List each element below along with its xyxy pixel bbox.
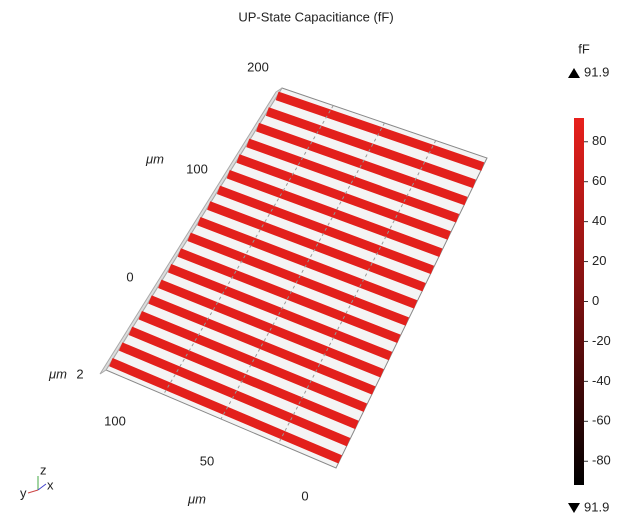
y-tick-label: 0 xyxy=(126,269,133,284)
colorbar-tick-label: 20 xyxy=(592,253,606,268)
x-tick-label: 100 xyxy=(104,413,126,428)
x-axis-unit: μm xyxy=(187,491,206,506)
colorbar-tick-label: -40 xyxy=(592,373,611,388)
colorbar-tick-label: 40 xyxy=(592,213,606,228)
colorbar-max: 91.9 xyxy=(584,64,609,79)
max-arrow xyxy=(568,68,580,78)
y-axis-unit: μm xyxy=(145,151,164,166)
colorbar-tick-label: 60 xyxy=(592,173,606,188)
colorbar-tick-label: 0 xyxy=(592,293,599,308)
y-tick-label: 200 xyxy=(247,59,269,74)
colorbar xyxy=(574,118,584,485)
colorbar-tick-label: -80 xyxy=(592,453,611,468)
colorbar-tick-label: -60 xyxy=(592,413,611,428)
colorbar-unit: fF xyxy=(578,41,590,56)
x-tick-label: 50 xyxy=(200,453,214,468)
z-axis-unit: μm xyxy=(48,366,67,381)
triad-x xyxy=(38,484,46,490)
z-tick-label: 2 xyxy=(76,366,83,381)
min-arrow xyxy=(568,503,580,513)
plot-title: UP-State Capacitiance (fF) xyxy=(238,9,393,24)
y-tick-label: 100 xyxy=(186,161,208,176)
device-plate xyxy=(100,88,487,468)
colorbar-tick-label: 80 xyxy=(592,133,606,148)
plot-window: UP-State Capacitiance (fF) fF 91.9 91.9 … xyxy=(0,0,632,522)
triad-label: y xyxy=(20,485,27,500)
colorbar-min: 91.9 xyxy=(584,499,609,514)
colorbar-tick-label: -20 xyxy=(592,333,611,348)
x-tick-label: 0 xyxy=(301,488,308,503)
triad-label: z xyxy=(40,462,47,477)
triad-y xyxy=(28,490,38,493)
triad-label: x xyxy=(47,477,54,492)
